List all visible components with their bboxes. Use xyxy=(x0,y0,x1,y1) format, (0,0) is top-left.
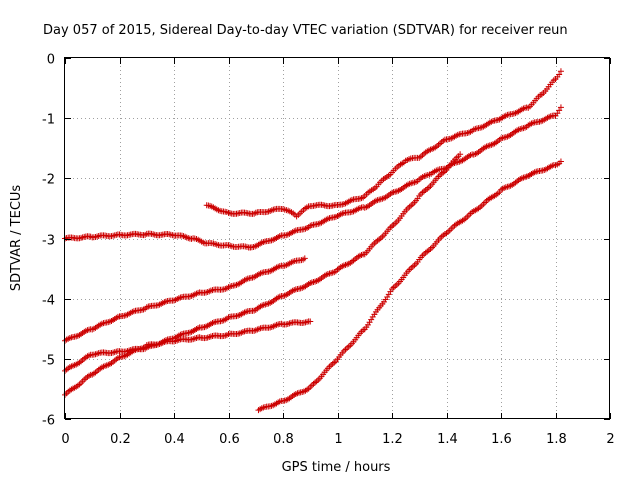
series-track-7 xyxy=(255,158,564,414)
x-tick-label: 0.6 xyxy=(219,432,240,447)
y-tick-label: -5 xyxy=(42,354,55,369)
y-axis-label: SDTVAR / TECUs xyxy=(9,185,24,292)
y-tick-label: -2 xyxy=(42,173,55,188)
data-point xyxy=(307,318,314,325)
y-tick-label: -4 xyxy=(42,294,55,309)
y-tick-label: -6 xyxy=(42,414,55,429)
data-point xyxy=(556,71,563,78)
x-tick-label: 1.4 xyxy=(437,432,458,447)
y-tick-label: -1 xyxy=(42,113,55,128)
y-tick-label: -3 xyxy=(42,234,55,249)
series-track-3 xyxy=(203,68,564,220)
series-track-6 xyxy=(62,318,314,398)
x-tick-label: 2 xyxy=(606,432,614,447)
x-tick-label: 1 xyxy=(334,432,342,447)
x-tick-label: 0.8 xyxy=(273,432,294,447)
chart-title: Day 057 of 2015, Sidereal Day-to-day VTE… xyxy=(43,23,568,38)
x-axis-label: GPS time / hours xyxy=(282,460,391,475)
x-tick-label: 1.8 xyxy=(546,432,567,447)
x-tick-label: 0.4 xyxy=(164,432,185,447)
plot-frame xyxy=(64,57,610,419)
series-track-2 xyxy=(247,104,564,251)
axis-ticks: 0 0.2 0.4 0.6 0.8 1 1.2 1.4 1.6 1.8 2 0 -1 -2 -3 -4 -5 -6 xyxy=(42,53,615,448)
data-points xyxy=(62,68,564,414)
y-tick-label: 0 xyxy=(47,53,55,68)
grid xyxy=(65,58,610,419)
x-tick-label: 1.6 xyxy=(491,432,512,447)
data-point xyxy=(301,255,308,262)
data-point xyxy=(557,158,564,165)
data-point xyxy=(556,107,563,114)
x-tick-label: 0.2 xyxy=(110,432,131,447)
x-tick-label: 1.2 xyxy=(382,432,403,447)
series-track-5 xyxy=(62,151,464,374)
x-tick-label: 0 xyxy=(61,432,69,447)
series-track-4 xyxy=(62,255,308,344)
data-point xyxy=(557,104,564,111)
series-track-1 xyxy=(62,230,254,251)
data-point xyxy=(557,68,564,75)
data-point xyxy=(457,151,464,158)
